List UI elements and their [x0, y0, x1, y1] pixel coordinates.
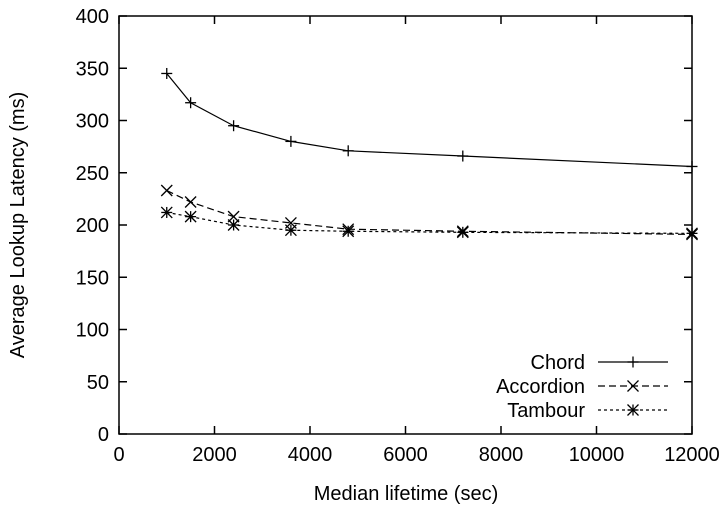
y-tick-label: 150 — [76, 267, 109, 289]
data-point-chord — [342, 145, 354, 157]
y-axis: 0 50 100 150 200 250 300 350 400 — [76, 6, 692, 446]
y-tick-label: 350 — [76, 58, 109, 80]
data-point-tambour — [284, 224, 297, 237]
legend-label-accordion: Accordion — [496, 376, 585, 398]
data-point-chord — [457, 150, 469, 162]
data-point-chord — [228, 120, 240, 132]
x-tick-label: 6000 — [383, 444, 428, 466]
x-axis-title: Median lifetime (sec) — [314, 483, 499, 505]
data-point-chord — [686, 160, 698, 172]
legend-marker-chord — [627, 356, 639, 368]
data-point-tambour — [456, 226, 469, 239]
y-tick-label: 400 — [76, 6, 109, 28]
x-tick-label: 12000 — [664, 444, 720, 466]
data-point-tambour — [342, 225, 355, 238]
data-point-accordion — [227, 210, 240, 223]
x-tick-label: 0 — [113, 444, 124, 466]
data-point-chord — [285, 135, 297, 147]
y-axis-title: Average Lookup Latency (ms) — [7, 92, 29, 358]
x-axis: 0 2000 4000 6000 8000 10000 12000 — [113, 16, 720, 466]
data-point-tambour — [160, 206, 173, 219]
plot-frame — [118, 15, 693, 435]
data-point-tambour — [686, 227, 698, 240]
series-line-accordion — [166, 189, 693, 236]
data-point-chord — [185, 97, 197, 109]
series-line-chord — [166, 73, 693, 168]
y-tick-label: 0 — [98, 424, 109, 446]
legend-label-tambour: Tambour — [507, 400, 585, 422]
x-tick-label: 10000 — [569, 444, 625, 466]
y-tick-label: 300 — [76, 111, 109, 133]
x-tick-label: 4000 — [288, 444, 333, 466]
y-tick-label: 100 — [76, 320, 109, 342]
data-point-chord — [161, 67, 173, 79]
data-point-accordion — [160, 184, 173, 197]
data-point-accordion — [184, 196, 197, 208]
legend-label-chord: Chord — [531, 352, 585, 374]
y-tick-label: 200 — [76, 215, 109, 237]
series-layer — [160, 67, 698, 241]
x-tick-label: 2000 — [192, 444, 237, 466]
legend-marker-accordion — [627, 380, 639, 392]
x-tick-label: 8000 — [479, 444, 524, 466]
legend-marker-tambour — [627, 404, 639, 416]
data-point-tambour — [184, 210, 197, 223]
y-tick-label: 50 — [87, 372, 109, 394]
y-tick-label: 250 — [76, 163, 109, 185]
data-point-tambour — [227, 219, 240, 231]
